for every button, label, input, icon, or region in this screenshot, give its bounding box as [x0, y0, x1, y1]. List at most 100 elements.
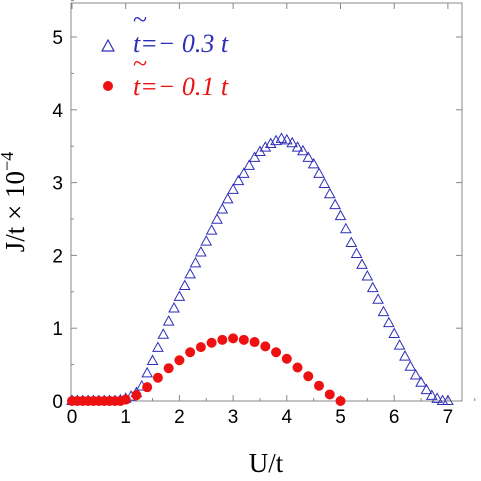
triangle-point [409, 368, 422, 380]
x-tick-label: 3 [228, 407, 239, 428]
circle-point [163, 363, 174, 374]
triangle-point [425, 389, 438, 400]
triangle-point [356, 258, 368, 269]
triangle-point [329, 198, 341, 210]
triangle-point [286, 136, 299, 148]
triangle-point [404, 360, 417, 371]
y-tick-label: 0 [52, 392, 63, 413]
triangle-point [313, 167, 325, 178]
legend-tilde-1: ~ [133, 5, 147, 34]
x-tick-label: 0 [67, 407, 78, 428]
triangle-point [216, 203, 229, 214]
circle-point [195, 342, 206, 353]
data-points [66, 132, 454, 406]
triangle-point [168, 302, 180, 313]
triangle-point [157, 328, 170, 339]
triangle-point [184, 267, 196, 279]
circle-point [206, 337, 217, 348]
triangle-point [152, 341, 164, 352]
circle-point [260, 341, 271, 352]
circle-point [249, 337, 260, 348]
circle-point [217, 334, 228, 345]
legend-label-2: t=− 0.1 t [133, 72, 229, 101]
triangle-point [259, 141, 272, 152]
circle-point [271, 347, 282, 358]
circle-point [185, 347, 196, 358]
triangle-point [291, 141, 304, 152]
triangle-point [415, 376, 427, 387]
triangle-point [200, 235, 213, 246]
triangle-point [275, 132, 288, 143]
circle-point [281, 353, 292, 364]
y-tick-label: 2 [52, 246, 63, 267]
x-tick-label: 6 [389, 407, 400, 428]
circle-point [120, 394, 131, 405]
triangle-point [211, 213, 223, 224]
triangle-point [307, 157, 320, 169]
triangle-point [297, 144, 309, 156]
y-tick-label: 1 [52, 319, 63, 340]
y-tick-label: 3 [52, 174, 63, 195]
triangle-point [146, 354, 159, 365]
legend-tilde-2: ~ [133, 49, 147, 78]
circle-point [303, 371, 314, 382]
x-axis-label: U/t [249, 448, 284, 478]
x-tick-label: 7 [443, 407, 454, 428]
triangle-point [420, 383, 433, 395]
x-tick-label: 4 [282, 407, 293, 428]
triangle-point [227, 183, 239, 194]
legend-marker-triangle [100, 38, 116, 52]
circle-point [131, 390, 142, 401]
triangle-point [162, 315, 175, 326]
triangle-point [340, 222, 352, 234]
triangle-point [237, 167, 250, 178]
triangle-point [361, 269, 374, 281]
y-tick-label: 5 [52, 28, 63, 49]
circle-point [324, 389, 335, 400]
triangle-point [302, 151, 315, 162]
circle-point [174, 355, 185, 366]
triangle-point [232, 174, 245, 186]
triangle-point [178, 279, 191, 290]
plot-frame [70, 2, 463, 402]
triangle-point [248, 151, 261, 162]
circle-point [292, 362, 303, 373]
legend-marker-circle [103, 81, 113, 91]
circle-point [142, 382, 153, 393]
circle-point [314, 380, 325, 391]
triangle-point [195, 245, 207, 257]
triangle-point [173, 290, 186, 301]
triangle-point [280, 133, 293, 145]
triangle-point [221, 192, 234, 204]
x-tick-label: 1 [120, 407, 131, 428]
legend: ~ t=− 0.3 t ~ t=− 0.1 t [100, 5, 229, 101]
triangle-point [372, 293, 384, 304]
triangle-point [243, 159, 256, 170]
triangle-point [393, 339, 406, 350]
circle-point [238, 334, 249, 345]
triangle-point [334, 209, 347, 221]
x-tick-label: 5 [335, 407, 346, 428]
y-axis-label-exponent: −4 [0, 152, 17, 171]
triangle-point [350, 247, 363, 258]
triangle-point [399, 350, 411, 361]
triangle-point [366, 281, 379, 293]
triangle-point [377, 305, 390, 317]
triangle-point [189, 256, 202, 268]
triangle-point [205, 224, 218, 235]
triangle-point [442, 394, 454, 405]
x-tick-label: 2 [174, 407, 185, 428]
triangle-point [264, 137, 277, 149]
circle-point [335, 396, 346, 406]
y-axis-label: J/t × 10−4 [0, 152, 30, 252]
triangle-point [141, 366, 154, 378]
triangle-point [431, 392, 444, 403]
y-tick-label: 4 [52, 101, 63, 122]
circle-point [228, 333, 239, 344]
triangle-point [270, 134, 282, 146]
triangle-point [345, 236, 358, 248]
triangle-point [388, 327, 401, 339]
triangle-point [318, 177, 331, 189]
legend-label-1: t=− 0.3 t [133, 29, 229, 58]
